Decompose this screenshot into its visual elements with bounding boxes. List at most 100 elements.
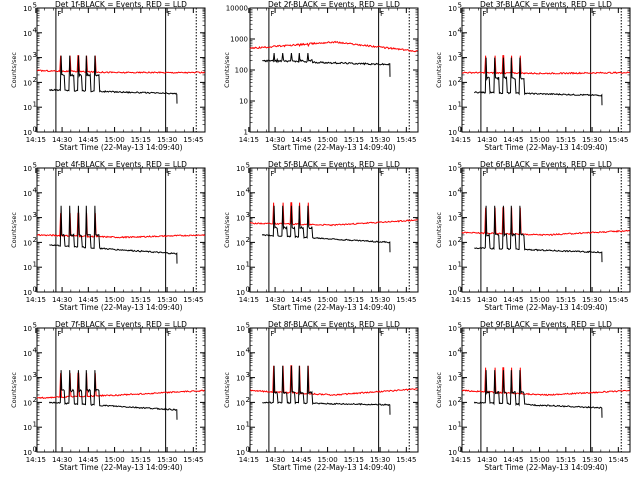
y-tick-exponent: 1 <box>246 421 250 429</box>
vline-marker-label: F <box>482 330 486 338</box>
y-tick-exponent: 4 <box>33 346 38 354</box>
y-axis-label: Counts/sec <box>223 212 231 248</box>
y-tick-label: 10 <box>23 239 32 247</box>
chart-title: Det 6f-BLACK = Events, RED = LLD <box>480 160 612 169</box>
y-tick-exponent: 2 <box>246 396 250 404</box>
x-tick-label: 15:00 <box>529 296 549 304</box>
y-tick-label: 10 <box>236 375 245 383</box>
chart-title: Det 9f-BLACK = Events, RED = LLD <box>480 320 612 329</box>
y-tick-exponent: 0 <box>246 446 250 454</box>
y-tick-label: 10 <box>236 350 245 358</box>
x-tick-label: 14:30 <box>265 456 285 464</box>
plot-frame <box>249 167 419 293</box>
x-tick-label: 15:45 <box>608 136 628 144</box>
x-tick-label: 15:30 <box>370 136 390 144</box>
y-tick-exponent: 0 <box>458 126 462 134</box>
chart-title: Det 5f-BLACK = Events, RED = LLD <box>268 160 400 169</box>
y-axis-label: Counts/sec <box>435 212 443 248</box>
y-tick-exponent: 4 <box>458 186 463 194</box>
series-events-line <box>48 370 178 420</box>
x-tick-label: 14:15 <box>239 296 259 304</box>
y-tick-label: 10 <box>23 55 32 63</box>
x-tick-label: 14:15 <box>26 136 46 144</box>
y-tick-exponent: 3 <box>246 371 250 379</box>
plot-frame <box>461 327 631 453</box>
x-axis-label: Start Time (22-May-13 14:09:40) <box>59 143 182 152</box>
x-tick-label: 15:00 <box>317 456 337 464</box>
plot-frame <box>461 167 631 293</box>
y-tick-exponent: 1 <box>33 261 37 269</box>
y-tick-label: 10 <box>448 79 457 87</box>
y-tick-label: 10 <box>448 325 457 333</box>
y-tick-label: 1 <box>244 129 248 137</box>
chart-title: Det 3f-BLACK = Events, RED = LLD <box>480 0 612 9</box>
x-tick-label: 15:00 <box>317 296 337 304</box>
vline-marker-label: F <box>482 10 486 18</box>
y-tick-label: 10 <box>23 215 32 223</box>
vline-marker-label: F <box>592 10 596 18</box>
chart-title: Det 4f-BLACK = Events, RED = LLD <box>55 160 187 169</box>
y-tick-exponent: 0 <box>246 286 250 294</box>
y-tick-label: 10 <box>236 449 245 457</box>
x-tick-label: 14:30 <box>477 456 497 464</box>
x-tick-label: 15:45 <box>183 296 203 304</box>
y-tick-label: 10 <box>23 399 32 407</box>
y-tick-label: 10 <box>448 55 457 63</box>
x-tick-label: 15:15 <box>556 136 576 144</box>
series-events-line <box>48 55 178 104</box>
vline-marker-label: F <box>380 330 384 338</box>
x-axis-label: Start Time (22-May-13 14:09:40) <box>484 143 607 152</box>
y-tick-exponent: 3 <box>33 371 37 379</box>
x-tick-label: 15:00 <box>104 136 124 144</box>
x-tick-label: 14:15 <box>239 456 259 464</box>
y-tick-label: 10 <box>448 375 457 383</box>
y-tick-exponent: 2 <box>246 236 250 244</box>
y-tick-exponent: 5 <box>458 2 462 10</box>
x-tick-label: 15:15 <box>131 136 151 144</box>
y-tick-exponent: 2 <box>458 236 462 244</box>
y-tick-exponent: 3 <box>33 51 37 59</box>
x-axis-label: Start Time (22-May-13 14:09:40) <box>272 303 395 312</box>
y-tick-label: 10 <box>448 239 457 247</box>
y-tick-exponent: 5 <box>246 162 250 170</box>
y-tick-label: 10 <box>448 30 457 38</box>
x-tick-label: 14:30 <box>477 136 497 144</box>
x-tick-label: 14:15 <box>451 456 471 464</box>
y-tick-label: 10 <box>236 215 245 223</box>
y-tick-label: 10 <box>23 190 32 198</box>
vline-marker-label: F <box>270 330 274 338</box>
y-tick-label: 10 <box>236 239 245 247</box>
x-tick-label: 15:30 <box>157 456 177 464</box>
x-tick-label: 14:30 <box>265 136 285 144</box>
vline-marker-label: F <box>167 330 171 338</box>
series-events-line <box>262 365 391 415</box>
y-tick-exponent: 0 <box>33 126 37 134</box>
y-tick-exponent: 3 <box>458 51 462 59</box>
x-tick-label: 14:45 <box>291 456 311 464</box>
y-tick-exponent: 1 <box>246 261 250 269</box>
y-tick-label: 10 <box>23 5 32 13</box>
x-tick-label: 15:45 <box>183 456 203 464</box>
y-tick-exponent: 0 <box>33 286 37 294</box>
vline-marker-label: F <box>167 170 171 178</box>
y-tick-label: 10 <box>448 104 457 112</box>
x-tick-label: 14:45 <box>503 296 523 304</box>
y-axis-label: Counts/sec <box>10 372 18 408</box>
x-tick-label: 14:15 <box>26 296 46 304</box>
x-axis-label: Start Time (22-May-13 14:09:40) <box>59 303 182 312</box>
y-tick-exponent: 3 <box>246 211 250 219</box>
x-tick-label: 15:00 <box>529 456 549 464</box>
series-events-line <box>49 205 178 264</box>
y-tick-label: 10 <box>23 129 32 137</box>
y-tick-exponent: 4 <box>458 26 463 34</box>
y-tick-label: 10 <box>448 449 457 457</box>
x-tick-label: 15:00 <box>104 296 124 304</box>
x-tick-label: 14:15 <box>451 296 471 304</box>
x-tick-label: 14:30 <box>477 296 497 304</box>
y-tick-exponent: 1 <box>458 421 462 429</box>
y-tick-label: 10 <box>23 165 32 173</box>
y-axis-label: Counts/sec <box>10 52 18 88</box>
